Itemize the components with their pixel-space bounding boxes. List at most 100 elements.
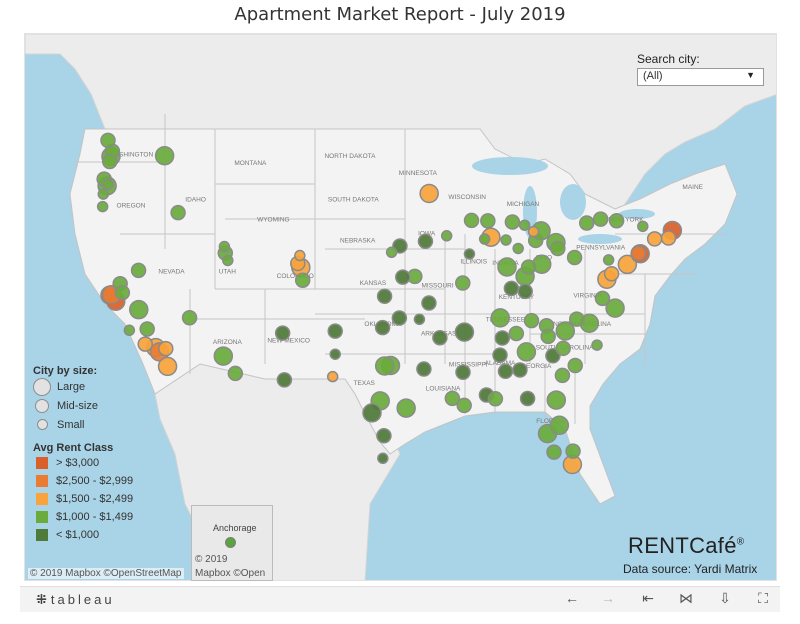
city-marker[interactable] [327,323,343,339]
city-marker[interactable] [660,230,677,246]
anchorage-marker[interactable] [225,537,236,548]
city-marker[interactable] [376,427,392,444]
city-marker[interactable] [550,240,566,257]
city-marker[interactable] [157,356,178,377]
city-marker[interactable] [545,348,561,364]
city-marker[interactable] [454,322,475,342]
city-marker[interactable] [385,246,398,259]
city-marker[interactable] [517,283,533,300]
city-marker[interactable] [617,254,638,275]
city-marker[interactable] [326,370,339,383]
city-marker[interactable] [419,183,439,204]
city-marker[interactable] [478,233,491,245]
city-marker[interactable] [567,357,583,374]
city-marker[interactable] [130,262,147,279]
rent-legend-item[interactable]: < $1,000 [33,526,173,544]
city-marker[interactable] [455,364,471,381]
city-marker[interactable] [508,325,525,342]
fullscreen-icon[interactable]: ⛶ [758,590,768,606]
city-marker[interactable] [497,257,517,277]
city-marker[interactable] [294,272,311,288]
city-marker[interactable] [101,153,118,170]
size-legend-item-mid[interactable]: Mid-size [33,396,173,415]
city-marker[interactable] [490,308,510,328]
city-marker[interactable] [154,145,175,166]
city-marker[interactable] [549,415,570,436]
city-marker[interactable] [181,309,198,326]
city-marker[interactable] [374,356,395,376]
size-legend-item-large[interactable]: Large [33,377,173,396]
city-marker[interactable] [594,290,611,307]
city-marker[interactable] [546,444,562,460]
city-marker[interactable] [605,298,625,318]
city-marker[interactable] [114,284,131,301]
city-marker[interactable] [566,249,583,266]
city-marker[interactable] [591,339,603,351]
city-marker[interactable] [432,329,448,346]
city-marker[interactable] [123,324,136,337]
city-marker[interactable] [518,219,531,231]
rent-legend-item[interactable]: > $3,000 [33,454,173,472]
city-marker[interactable] [362,403,382,423]
city-marker[interactable] [421,295,437,311]
city-marker[interactable] [480,213,496,229]
revert-icon[interactable]: ⇤ [642,590,654,606]
city-marker[interactable] [274,325,291,341]
city-marker[interactable] [395,269,411,285]
city-marker[interactable] [592,211,609,227]
city-marker[interactable] [455,275,471,291]
city-marker[interactable] [374,319,391,336]
city-marker[interactable] [569,311,585,327]
city-marker[interactable] [503,280,520,297]
download-icon[interactable]: ⇩ [719,590,731,606]
undo-icon[interactable]: ← [565,590,579,606]
city-marker[interactable] [102,178,114,190]
city-marker[interactable] [608,212,625,229]
city-marker[interactable] [129,299,149,320]
city-marker[interactable] [630,245,647,262]
city-marker[interactable] [96,200,109,213]
city-marker[interactable] [546,390,567,410]
city-marker[interactable] [413,313,426,326]
city-marker[interactable] [520,259,537,275]
map-credits[interactable]: © 2019 Mapbox ©OpenStreetMap [28,568,184,579]
redo-icon[interactable]: → [601,590,615,606]
city-marker[interactable] [500,234,512,246]
city-marker[interactable] [637,220,649,233]
city-marker[interactable] [555,340,571,357]
city-marker[interactable] [527,225,540,238]
city-marker[interactable] [329,348,341,360]
city-marker[interactable] [294,249,306,262]
city-marker[interactable] [416,361,432,377]
alaska-inset-map[interactable]: Anchorage [191,505,273,581]
rent-legend-item[interactable]: $1,500 - $2,499 [33,490,173,508]
city-marker[interactable] [463,248,476,260]
city-marker[interactable] [218,240,231,253]
city-marker[interactable] [497,363,514,380]
city-marker[interactable] [519,390,536,407]
size-legend-item-small[interactable]: Small [33,415,173,434]
city-marker[interactable] [456,397,472,414]
city-marker[interactable] [523,312,540,329]
rent-legend-item[interactable]: $1,000 - $1,499 [33,508,173,526]
city-marker[interactable] [97,188,110,200]
city-marker[interactable] [100,132,116,149]
city-marker[interactable] [444,390,461,407]
city-marker[interactable] [646,231,663,247]
city-marker[interactable] [137,336,153,352]
share-icon[interactable]: ⋈ [679,590,693,606]
city-marker[interactable] [440,230,453,242]
city-marker[interactable] [555,321,576,341]
city-marker[interactable] [376,288,393,305]
city-marker[interactable] [516,342,537,362]
map-view[interactable]: WASHINGTON OREGON IDAHO MONTANA WYOMING NORTH… [24,33,777,581]
city-marker[interactable] [391,310,408,326]
tableau-logo[interactable]: ⁜ tableau [36,592,115,608]
rent-legend-item[interactable]: $2,500 - $2,999 [33,472,173,490]
city-marker[interactable] [492,347,508,363]
city-marker[interactable] [213,346,234,366]
city-marker[interactable] [578,215,595,231]
city-marker[interactable] [276,372,293,388]
city-marker[interactable] [554,367,571,384]
city-marker[interactable] [396,398,416,418]
